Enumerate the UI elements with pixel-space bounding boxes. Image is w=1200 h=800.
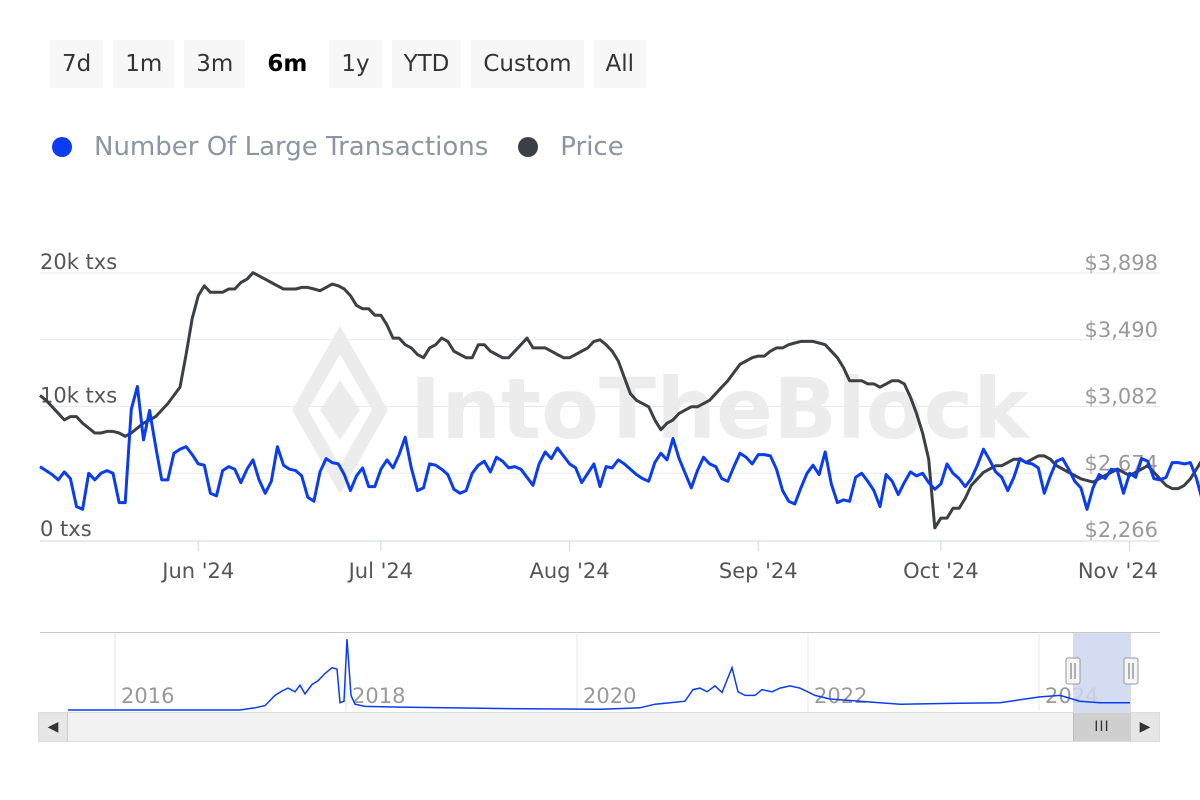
- y-axis-right: $2,266$2,674$3,082$3,490$3,898: [1085, 251, 1158, 542]
- range-button-1y[interactable]: 1y: [329, 40, 382, 88]
- legend-label: Number Of Large Transactions: [94, 132, 489, 162]
- watermark-logo-icon: [291, 325, 389, 495]
- y-left-tick-label: 10k txs: [40, 384, 117, 408]
- y-right-tick-label: $3,082: [1085, 385, 1158, 409]
- y-left-tick-label: 0 txs: [40, 517, 92, 541]
- range-button-7d[interactable]: 7d: [50, 40, 104, 88]
- navigator-selection[interactable]: [1073, 633, 1131, 712]
- watermark-text: IntoTheBlock: [410, 360, 1031, 458]
- range-button-custom[interactable]: Custom: [471, 40, 584, 88]
- navigator-handle-left[interactable]: [1065, 657, 1081, 685]
- y-right-tick-label: $2,266: [1085, 518, 1158, 542]
- chart-legend: Number Of Large Transactions Price: [52, 132, 654, 162]
- navigator-background: [40, 632, 1160, 712]
- x-tick-label: Aug '24: [529, 559, 609, 583]
- y-right-tick-label: $3,490: [1085, 318, 1158, 342]
- range-button-6m[interactable]: 6m: [255, 40, 320, 88]
- navigator-tick-label: 2020: [583, 684, 636, 708]
- series-line-price: [39, 271, 1200, 530]
- series-layer: [39, 271, 1200, 530]
- navigator-handle-right[interactable]: [1123, 657, 1139, 685]
- legend-item-price[interactable]: Price: [518, 132, 624, 162]
- range-button-ytd[interactable]: YTD: [391, 40, 462, 88]
- range-button-3m[interactable]: 3m: [184, 40, 246, 88]
- legend-dot-icon: [52, 137, 72, 157]
- scroll-left-arrow-icon[interactable]: ◀: [39, 713, 68, 741]
- navigator-tick-label: 2022: [814, 684, 867, 708]
- x-axis: Jun '24 Jul '24 Aug '24 Sep '24 Oct '24 Nov '…: [40, 540, 1160, 583]
- navigator-tick-label: 2018: [352, 684, 405, 708]
- navigator-line: [68, 639, 1130, 711]
- legend-dot-icon: [518, 137, 539, 157]
- watermark: IntoTheBlock: [291, 325, 1031, 495]
- range-button-all[interactable]: All: [593, 40, 647, 88]
- x-tick-label: Jun '24: [160, 559, 234, 583]
- range-button-1m[interactable]: 1m: [113, 40, 175, 88]
- x-tick-label: Nov '24: [1078, 559, 1158, 583]
- y-left-tick-label: 20k txs: [40, 250, 117, 274]
- x-tick-label: Jul '24: [347, 559, 414, 583]
- series-line-large-transactions: [39, 385, 1200, 511]
- legend-label: Price: [560, 132, 624, 162]
- scroll-thumb[interactable]: III: [1073, 713, 1131, 741]
- x-tick-label: Oct '24: [903, 559, 978, 583]
- navigator-scrollbar[interactable]: ◀ III ▶: [38, 712, 1160, 742]
- navigator: 2016 2018 2020 2022 2024: [40, 632, 1160, 712]
- y-right-tick-label: $3,898: [1085, 251, 1158, 275]
- navigator-tick-label: 2016: [121, 684, 174, 708]
- legend-item-large-transactions[interactable]: Number Of Large Transactions: [52, 132, 488, 162]
- scroll-right-arrow-icon[interactable]: ▶: [1130, 713, 1159, 741]
- y-axis-left: 0 txs 10k txs 20k txs: [40, 250, 117, 541]
- navigator-grid: 2016 2018 2020 2022 2024: [114, 634, 1098, 711]
- x-tick-label: Sep '24: [719, 559, 798, 583]
- range-selector: 7d 1m 3m 6m 1y YTD Custom All: [50, 40, 647, 88]
